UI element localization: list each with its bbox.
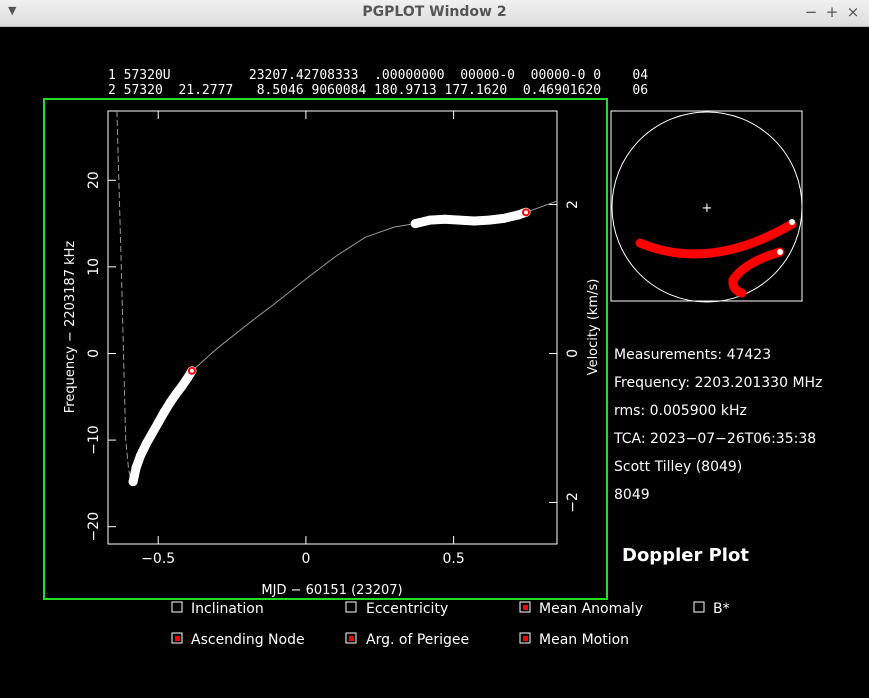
pass-endpoint-core [523,210,528,215]
measurement-point [159,407,169,417]
measurement-point [410,219,420,229]
checkbox-checked-mark [523,636,528,641]
measurement-point [183,373,193,383]
steep-curve [116,110,133,482]
x-axis-label: MJD − 60151 (23207) [261,583,402,598]
info-rms: rms: 0.005900 kHz [614,403,747,419]
doppler-figure: 1 57320U 23207.42708333 .00000000 00000-… [43,68,822,648]
window-menu-icon[interactable]: ▼ [8,4,17,17]
sky-track-end-marker [789,219,795,225]
window-title: PGPLOT Window 2 [362,4,507,20]
pgplot-canvas: 1 57320U 23207.42708333 .00000000 00000-… [0,27,869,694]
measurement-point [128,477,138,487]
info-frequency: Frequency: 2203.201330 MHz [614,375,822,391]
checkbox-eccentricity[interactable]: Eccentricity [345,601,448,617]
model-curve [191,200,558,372]
measurement-point [440,214,450,224]
y-tick-label: 10 [86,258,102,276]
checkbox-label: Mean Motion [539,632,629,648]
plot-selection-frame[interactable] [43,98,608,600]
x-tick-label: 0 [301,551,310,567]
measurement-point [153,418,163,428]
checkbox-mean-motion[interactable]: Mean Motion [519,632,629,648]
minimize-icon[interactable]: − [804,3,818,21]
y-tick-label: 0 [86,349,102,358]
y2-tick-label: 2 [565,200,581,209]
checkbox-label: Ascending Node [191,632,305,648]
measurement-point [425,215,435,225]
measurement-point [514,210,524,220]
pass-endpoint-core [189,368,194,373]
measurement-point [499,213,509,223]
y2-tick-label: −2 [565,492,581,513]
checkbox-checked-mark [175,636,180,641]
measurement-point [177,381,187,391]
tle-line-2: 2 57320 21.2777 8.5046 9060084 180.9713 … [108,83,648,98]
x-tick-label: −0.5 [141,551,175,567]
measurement-point [484,215,494,225]
measurement-point [141,439,151,449]
checkbox-label: Mean Anomaly [539,601,643,617]
checkbox-ascending-node[interactable]: Ascending Node [171,632,305,648]
info-measurements: Measurements: 47423 [614,347,771,363]
y2-axis-label: Velocity (km/s) [586,279,601,376]
plot-title: Doppler Plot [622,545,749,566]
checkbox-bstar[interactable]: B* [693,601,730,617]
curves [116,110,558,482]
sky-inset: + [610,110,803,303]
x-tick-label: 0.5 [442,551,464,567]
checkbox-arg-of-perigee[interactable]: Arg. of Perigee [345,632,469,648]
checkbox-label: Eccentricity [366,601,448,617]
measurement-point [131,463,141,473]
info-tca: TCA: 2023−07−26T06:35:38 [613,431,816,447]
checkbox-label: Arg. of Perigee [366,632,469,648]
checkbox-checked-mark [523,605,528,610]
measurement-point [135,451,145,461]
info-site-id: 8049 [614,487,650,503]
window-titlebar[interactable]: ▼ PGPLOT Window 2 − + × [0,0,869,27]
horizon-circle [611,111,803,303]
tle-line-1: 1 57320U 23207.42708333 .00000000 00000-… [108,68,648,83]
checkbox-checked-mark [349,636,354,641]
sky-track-main [635,219,797,259]
checkbox-label: B* [713,601,730,617]
info-observer: Scott Tilley (8049) [614,459,742,475]
y2-tick-label: 0 [565,349,581,358]
sky-track-start-marker [777,249,783,255]
y-tick-label: −10 [86,425,102,455]
measurement-point [455,215,465,225]
measurement-point [165,398,175,408]
plot-frame [107,110,558,545]
y-tick-label: −20 [86,512,102,542]
measurement-point [171,389,181,399]
checkbox-label: Inclination [191,601,264,617]
close-icon[interactable]: × [846,3,860,21]
zenith-marker: + [702,201,713,216]
measurements [128,207,531,487]
y-axis-label: Frequency − 2203187 kHz [63,241,78,414]
checkbox-inclination[interactable]: Inclination [171,601,264,617]
measurement-point [469,216,479,226]
checkbox-mean-anomaly[interactable]: Mean Anomaly [519,601,643,617]
y-tick-label: 20 [86,171,102,189]
measurement-point [147,428,157,438]
maximize-icon[interactable]: + [825,3,839,21]
sky-track-secondary [728,247,785,298]
